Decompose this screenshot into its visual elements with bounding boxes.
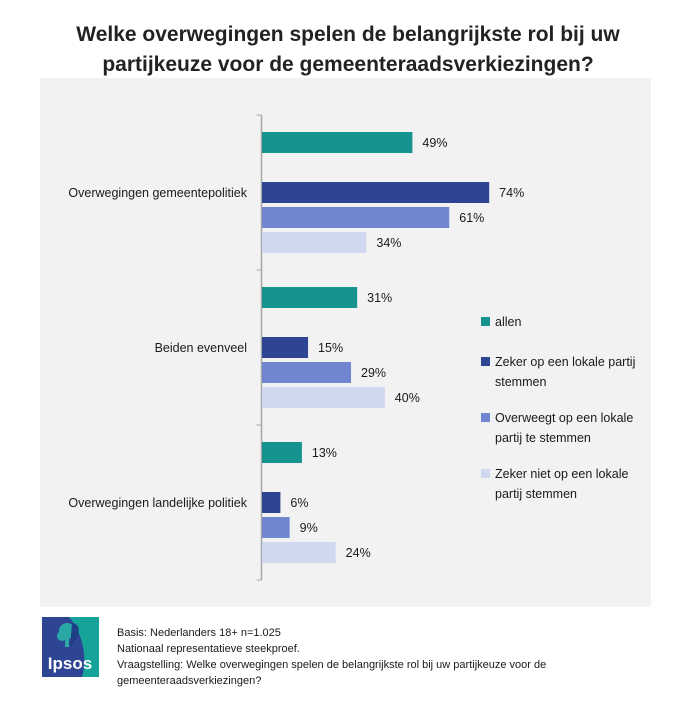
plot-area bbox=[40, 78, 651, 607]
value-label: 29% bbox=[361, 366, 386, 380]
axis bbox=[256, 114, 263, 581]
value-label: 40% bbox=[395, 391, 420, 405]
legend-item-zeker-niet[interactable]: Zeker niet op een lokale partij stemmen bbox=[481, 464, 651, 504]
legend-label: allen bbox=[495, 315, 522, 329]
value-labels: 49% 74% 61% 34% 31% 15% 29% 40% 13% 6% 9% 24% bbox=[290, 136, 524, 560]
bar bbox=[262, 362, 352, 383]
category-label: Overwegingen landelijke politiek bbox=[68, 496, 247, 510]
legend-label: Overweegt op een lokale partij te stemme… bbox=[495, 411, 634, 445]
category-label: Beiden evenveel bbox=[155, 341, 247, 355]
category-labels: Overwegingen gemeentepolitiek Beiden even… bbox=[68, 186, 247, 510]
legend-item-allen[interactable]: allen bbox=[481, 312, 651, 332]
value-label: 15% bbox=[318, 341, 343, 355]
ipsos-logo: Ipsos bbox=[42, 617, 99, 677]
legend-swatch bbox=[481, 469, 490, 478]
value-label: 31% bbox=[367, 291, 392, 305]
title-line-1: Welke overwegingen spelen de belangrijks… bbox=[76, 23, 620, 46]
footer-basis: Basis: Nederlanders 18+ n=1.025 bbox=[117, 627, 281, 639]
bar bbox=[262, 442, 302, 463]
value-label: 74% bbox=[499, 186, 524, 200]
bar bbox=[262, 132, 413, 153]
value-label: 24% bbox=[346, 546, 371, 560]
legend-swatch bbox=[481, 413, 490, 422]
footer-notes: Basis: Nederlanders 18+ n=1.025 Nationaa… bbox=[117, 625, 677, 689]
legend-item-overweegt[interactable]: Overweegt op een lokale partij te stemme… bbox=[481, 408, 651, 448]
value-label: 49% bbox=[422, 136, 447, 150]
value-label: 9% bbox=[300, 521, 318, 535]
legend-item-zeker-op[interactable]: Zeker op een lokale partij stemmen bbox=[481, 352, 651, 392]
value-label: 34% bbox=[376, 236, 401, 250]
footer-question-cont: gemeenteraadsverkiezingen? bbox=[117, 675, 262, 687]
bar bbox=[262, 287, 358, 308]
svg-text:Ipsos: Ipsos bbox=[48, 654, 92, 673]
value-label: 6% bbox=[290, 496, 308, 510]
bars bbox=[262, 132, 490, 563]
footer-question: Vraagstelling: Welke overwegingen spelen… bbox=[117, 659, 547, 671]
legend: allen Zeker op een lokale partij stemmen… bbox=[481, 312, 651, 520]
bar bbox=[262, 542, 336, 563]
legend-swatch bbox=[481, 317, 490, 326]
legend-label: Zeker niet op een lokale partij stemmen bbox=[495, 467, 629, 501]
bar bbox=[262, 337, 309, 358]
legend-label: Zeker op een lokale partij stemmen bbox=[495, 355, 636, 389]
category-label: Overwegingen gemeentepolitiek bbox=[68, 186, 247, 200]
bar bbox=[262, 232, 367, 253]
value-label: 13% bbox=[312, 446, 337, 460]
bar bbox=[262, 182, 490, 203]
title-line-2: partijkeuze voor de gemeenteraadsverkiez… bbox=[102, 53, 594, 76]
value-label: 61% bbox=[459, 211, 484, 225]
bar bbox=[262, 387, 385, 408]
bar bbox=[262, 492, 281, 513]
legend-swatch bbox=[481, 357, 490, 366]
footer-sample: Nationaal representatieve steekproef. bbox=[117, 643, 300, 655]
bar bbox=[262, 517, 290, 538]
chart-title: Welke overwegingen spelen de belangrijks… bbox=[0, 20, 696, 80]
bar bbox=[262, 207, 450, 228]
